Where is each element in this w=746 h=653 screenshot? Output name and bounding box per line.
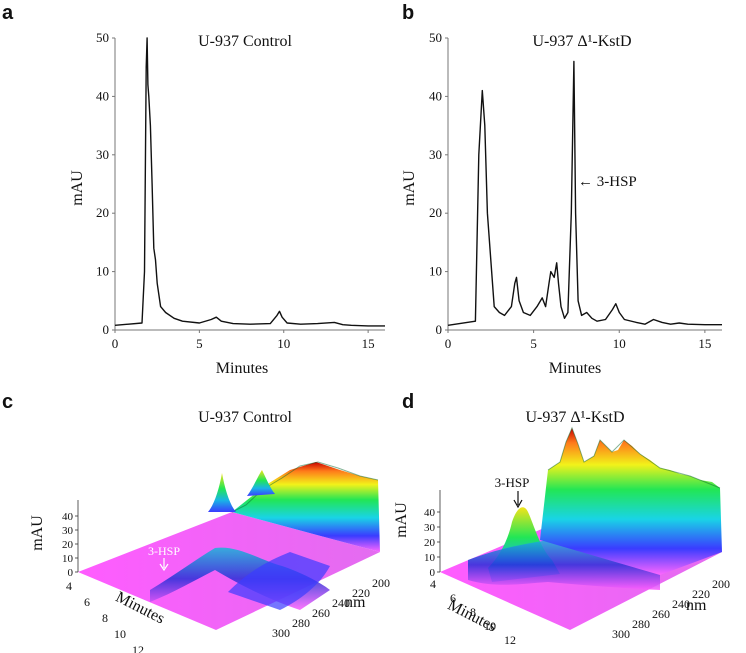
chart-title-c: U-937 Control — [198, 409, 292, 426]
panel-a: a U-937 Control 0 10 20 30 40 50 0 5 10 15 Minute… — [2, 2, 385, 377]
z-tick-label-d: 0 — [430, 567, 436, 579]
y-tick-label-d: 220 — [692, 587, 710, 601]
panel-b: b U-937 Δ¹-KstD 0 10 20 30 40 50 0 5 10 15 ← 3-HS… — [401, 2, 722, 377]
panel-d: d U-937 Δ¹-KstD 0 10 20 30 40 mAU 468 10 12 Mi… — [393, 391, 730, 647]
z-tick-label-c: 10 — [62, 553, 74, 565]
x-ticks-d: 468 10 12 — [430, 577, 516, 647]
x-tick-label-c: 8 — [102, 611, 108, 625]
x-tick-label-b: 0 — [445, 336, 452, 351]
annotation-arrow-d — [513, 491, 523, 509]
x-tick-label-b: 5 — [530, 336, 537, 351]
y-tick-label-c: 240 — [332, 596, 350, 610]
panel-letter-c: c — [2, 391, 13, 413]
z-tick-label-d: 20 — [424, 537, 436, 549]
y-tick-label-a: 0 — [103, 322, 110, 337]
z-ticks-d: 0 10 20 30 40 — [424, 507, 440, 579]
series-line-a — [114, 37, 385, 327]
y-axis-title-b: mAU — [401, 170, 418, 206]
z-axis-title-d: mAU — [393, 502, 410, 538]
x-tick-label-c: 6 — [84, 595, 90, 609]
y-tick-label-c: 200 — [372, 576, 390, 590]
panel-letter-a: a — [2, 2, 14, 24]
z-tick-label-c: 0 — [68, 567, 74, 579]
surface-peak2-c — [247, 470, 275, 496]
x-tick-label-a: 5 — [196, 336, 203, 351]
series-line-b — [447, 60, 722, 326]
y-tick-label-b: 0 — [436, 322, 443, 337]
y-tick-label-b: 40 — [429, 88, 442, 103]
y-tick-label-d: 240 — [672, 597, 690, 611]
annotation-3hsp-d: 3-HSP — [495, 475, 530, 490]
y-tick-label-d: 260 — [652, 607, 670, 621]
plot-area-b: 0 10 20 30 40 50 0 5 10 15 — [429, 30, 722, 351]
x-axis-title-d: Minutes — [445, 597, 499, 636]
y-tick-label-a: 10 — [96, 264, 109, 279]
z-tick-label-d: 10 — [424, 552, 436, 564]
annotation-3hsp-c: 3-HSP — [148, 544, 180, 558]
y-tick-label-a: 30 — [96, 147, 109, 162]
y-tick-label-d: 200 — [712, 577, 730, 591]
y-tick-label-d: 280 — [632, 617, 650, 631]
surface-peak1-c — [208, 473, 236, 512]
z-axis-title-c: mAU — [29, 515, 46, 551]
x-tick-label-a: 0 — [112, 336, 119, 351]
x-axis-title-a: Minutes — [216, 360, 268, 377]
chart-title-a: U-937 Control — [198, 33, 292, 50]
y-tick-label-b: 50 — [429, 30, 442, 45]
x-tick-label-d: 4 — [430, 577, 436, 591]
surface-band2-c — [228, 552, 330, 610]
x-ticks-c: 468 10 12 — [66, 579, 144, 653]
x-tick-label-b: 10 — [613, 336, 626, 351]
surface-wall-d — [540, 428, 722, 575]
x-tick-label-b: 15 — [698, 336, 711, 351]
y-tick-label-c: 260 — [312, 606, 330, 620]
x-tick-label-c: 4 — [66, 579, 72, 593]
annotation-3hsp-b: ← 3-HSP — [578, 174, 637, 190]
y-tick-label-b: 30 — [429, 147, 442, 162]
y-tick-label-a: 20 — [96, 205, 109, 220]
y-tick-label-c: 300 — [272, 626, 290, 640]
x-tick-label-c: 12 — [132, 643, 144, 653]
y-tick-label-d: 300 — [612, 627, 630, 641]
surface-wall-edge-c — [231, 461, 379, 513]
y-tick-label-b: 10 — [429, 264, 442, 279]
z-ticks-c: 0 10 20 30 40 — [62, 511, 78, 579]
x-tick-label-a: 10 — [277, 336, 290, 351]
z-tick-label-c: 40 — [62, 511, 74, 523]
y-tick-label-c: 280 — [292, 616, 310, 630]
annotation-arrow-c — [159, 558, 169, 572]
chart-title-b: U-937 Δ¹-KstD — [532, 33, 631, 50]
z-tick-label-d: 30 — [424, 522, 436, 534]
surface-wall-edge-d — [547, 426, 721, 489]
y-tick-label-b: 20 — [429, 205, 442, 220]
x-axis-title-b: Minutes — [549, 360, 601, 377]
y-tick-label-a: 50 — [96, 30, 109, 45]
z-tick-label-c: 30 — [62, 525, 74, 537]
x-tick-label-a: 15 — [362, 336, 375, 351]
x-tick-label-d: 10 — [484, 619, 496, 633]
y-tick-label-c: 220 — [352, 586, 370, 600]
y-axis-title-d: nm — [686, 597, 707, 614]
z-tick-label-d: 40 — [424, 507, 436, 519]
panel-letter-d: d — [402, 391, 414, 413]
x-tick-label-d: 8 — [470, 605, 476, 619]
x-tick-label-d: 12 — [504, 633, 516, 647]
chart-title-d: U-937 Δ¹-KstD — [525, 409, 624, 426]
x-tick-label-c: 10 — [114, 627, 126, 641]
panel-letter-b: b — [402, 2, 414, 24]
y-tick-label-a: 40 — [96, 88, 109, 103]
z-tick-label-c: 20 — [62, 539, 74, 551]
x-tick-label-d: 6 — [450, 591, 456, 605]
y-axis-title-c: nm — [345, 594, 366, 611]
y-axis-title-a: mAU — [69, 170, 86, 206]
plot-area-a: 0 10 20 30 40 50 0 5 10 15 — [96, 30, 385, 351]
